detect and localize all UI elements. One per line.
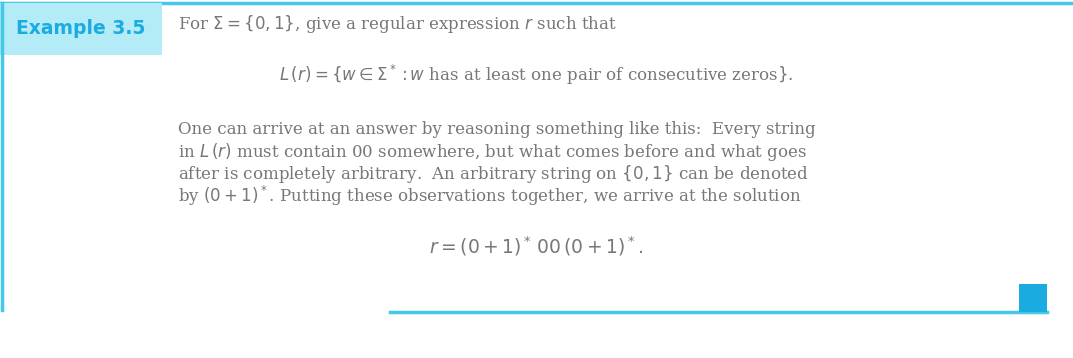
Text: in $L\,(r)$ must contain 00 somewhere, but what comes before and what goes: in $L\,(r)$ must contain 00 somewhere, b…	[178, 141, 807, 163]
Text: by $(0+1)^*$. Putting these observations together, we arrive at the solution: by $(0+1)^*$. Putting these observations…	[178, 184, 802, 208]
Text: $L\,(r) = \{w \in \Sigma^* : w$ has at least one pair of consecutive zeros$\}.$: $L\,(r) = \{w \in \Sigma^* : w$ has at l…	[279, 63, 793, 87]
Text: Example 3.5: Example 3.5	[16, 19, 146, 39]
Text: For $\Sigma = \{0,1\}$, give a regular expression $r$ such that: For $\Sigma = \{0,1\}$, give a regular e…	[178, 13, 617, 35]
Text: after is completely arbitrary.  An arbitrary string on $\{0,1\}$ can be denoted: after is completely arbitrary. An arbitr…	[178, 163, 809, 185]
Bar	[1019, 284, 1047, 312]
Text: One can arrive at an answer by reasoning something like this:  Every string: One can arrive at an answer by reasoning…	[178, 121, 815, 139]
Bar	[0, 3, 162, 55]
Text: $r = (0+1)^*\,00\,(0+1)^*.$: $r = (0+1)^*\,00\,(0+1)^*.$	[429, 234, 643, 258]
